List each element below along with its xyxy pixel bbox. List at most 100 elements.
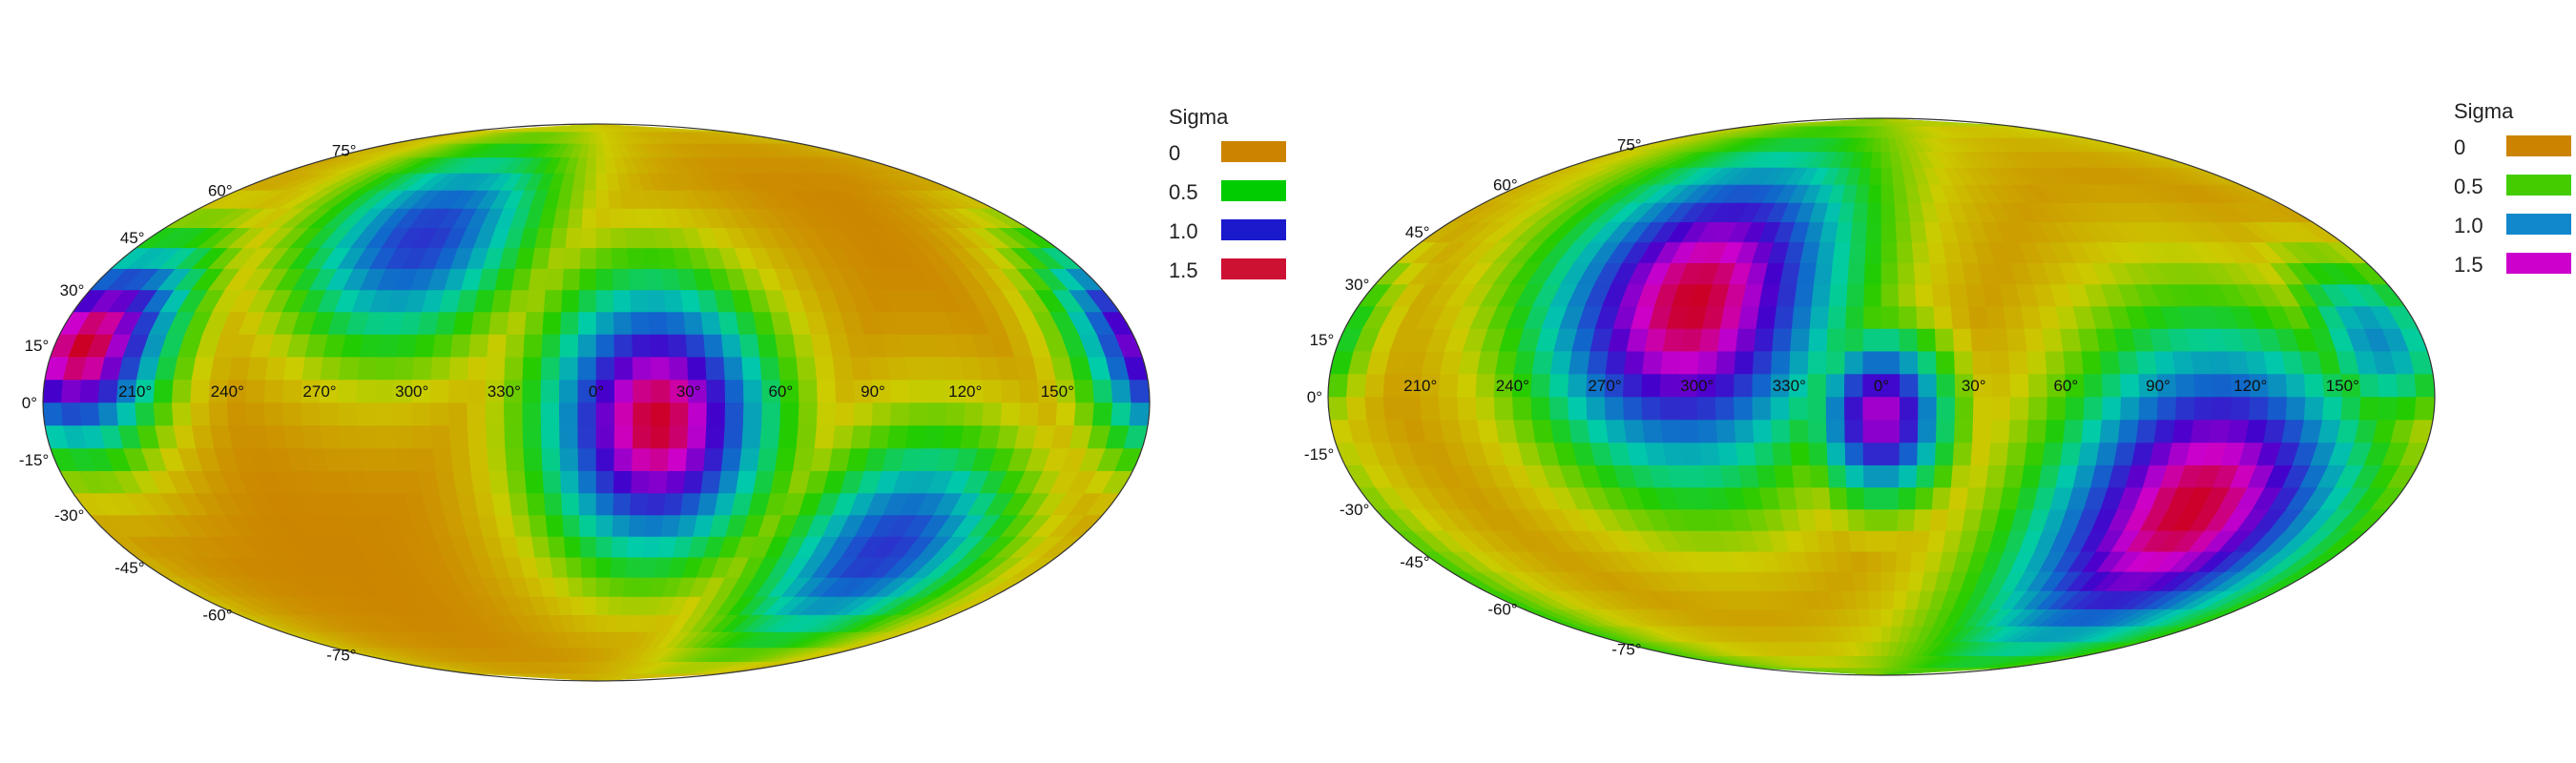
heatmap-cell [1791, 305, 1813, 329]
heatmap-cell [377, 334, 401, 358]
lat-tick-label: -60° [202, 607, 232, 625]
heatmap-cell [561, 289, 580, 313]
heatmap-cell [1774, 305, 1795, 329]
heatmap-cell [1896, 241, 1915, 263]
heatmap-cell [432, 447, 454, 471]
heatmap-cell [246, 356, 270, 381]
heatmap-cell [2153, 419, 2176, 443]
heatmap-cell [2005, 328, 2027, 352]
heatmap-cell [2190, 350, 2213, 375]
heatmap-cell [486, 356, 506, 381]
heatmap-cell [871, 402, 892, 426]
heatmap-cell [2193, 373, 2214, 398]
heatmap-cell [632, 424, 653, 449]
heatmap-cell [1970, 328, 1991, 352]
heatmap-cell [595, 356, 615, 381]
heatmap-cell [610, 556, 628, 578]
heatmap-cell [1698, 442, 1721, 465]
legend-label: 1.0 [2454, 214, 2483, 237]
heatmap-cell [1698, 328, 1721, 352]
heatmap-cell [577, 311, 597, 335]
heatmap-cell [567, 208, 584, 228]
heatmap-cell [509, 492, 530, 516]
heatmap-cell [2042, 328, 2065, 352]
heatmap-cell [1754, 328, 1775, 352]
lon-tick-label: 30° [1962, 377, 1986, 395]
heatmap-cell [2009, 373, 2030, 398]
heatmap-cell [613, 402, 634, 426]
heatmap-cell [798, 379, 819, 403]
heatmap-cell [1863, 283, 1882, 307]
heatmap-cell [1985, 464, 2007, 488]
lon-tick-label: 120° [2233, 377, 2267, 395]
heatmap-cell [1605, 350, 1628, 375]
heatmap-cell [1807, 396, 1827, 421]
heatmap-cell [1898, 305, 1918, 329]
heatmap-cell [528, 514, 549, 537]
heatmap-cell [1880, 419, 1901, 443]
heatmap-cell [392, 402, 413, 426]
heatmap-cell [703, 447, 724, 471]
heatmap-cell [2081, 350, 2103, 375]
heatmap-cell [1662, 328, 1686, 352]
heatmap-cell [742, 402, 763, 426]
heatmap-cell [1862, 396, 1882, 421]
heatmap-cell [97, 402, 119, 426]
heatmap-cell [228, 424, 251, 449]
heatmap-cell [832, 356, 855, 381]
heatmap-cell [1813, 508, 1834, 531]
heatmap-cell [1870, 151, 1882, 168]
heatmap-cell [889, 379, 911, 403]
heatmap-cell [1568, 350, 1591, 375]
heatmap-cell [2024, 442, 2046, 465]
lon-tick-label: 120° [948, 382, 982, 401]
heatmap-cell [374, 379, 395, 403]
heatmap-cell [2249, 396, 2270, 421]
heatmap-cell [850, 424, 873, 449]
heatmap-cell [1900, 373, 1920, 398]
heatmap-cell [1950, 305, 1972, 329]
heatmap-cell [468, 447, 489, 471]
heatmap-cell [506, 470, 528, 494]
heatmap-cell [577, 470, 597, 494]
heatmap-cell [613, 289, 632, 313]
heatmap-cell [2099, 419, 2121, 443]
heatmap-cell [559, 334, 579, 358]
heatmap-cell [1734, 350, 1755, 375]
heatmap-cell [648, 470, 669, 494]
heatmap-cell [1816, 241, 1837, 263]
heatmap-cell [1816, 530, 1837, 552]
heatmap-cell [1382, 396, 1404, 421]
heatmap-cell [2120, 396, 2141, 421]
heatmap-cell [393, 356, 415, 381]
heatmap-cell [667, 447, 688, 471]
heatmap-cell [1825, 373, 1845, 398]
heatmap-cell [633, 379, 653, 403]
heatmap-cell [356, 402, 377, 426]
heatmap-cell [926, 402, 947, 426]
heatmap-cell [2285, 373, 2307, 398]
heatmap-cell [1869, 608, 1882, 627]
heatmap-cell [1931, 283, 1952, 307]
heatmap-cell [1794, 283, 1815, 307]
heatmap-cell [1915, 486, 1935, 510]
heatmap-cell [1913, 508, 1933, 531]
heatmap-cell [1000, 379, 1022, 403]
lon-tick-label: 330° [1773, 377, 1806, 395]
heatmap-cell [540, 356, 561, 381]
heatmap-cell [1991, 373, 2011, 398]
heatmap-cells [43, 124, 1150, 681]
heatmap-cell [1970, 442, 1991, 465]
heatmap-cell [97, 379, 119, 403]
heatmap-cell [706, 379, 726, 403]
heatmap-cell [595, 402, 615, 426]
heatmap-cell [723, 424, 744, 449]
heatmap-cell [650, 356, 671, 381]
heatmap-cell [467, 424, 488, 449]
heatmap-cell [1660, 419, 1682, 443]
heatmap-cell [1898, 486, 1917, 510]
heatmap-cell [1073, 402, 1095, 426]
heatmap-cell [1111, 379, 1132, 403]
heatmap-cell [2063, 350, 2085, 375]
lon-tick-label: 60° [2053, 377, 2078, 395]
